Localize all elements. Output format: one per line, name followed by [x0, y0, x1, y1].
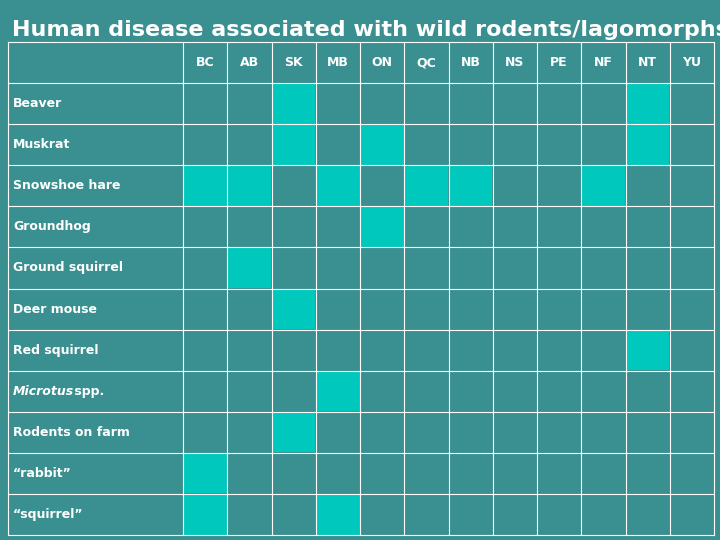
Text: “squirrel”: “squirrel”: [13, 508, 84, 521]
Text: SK: SK: [284, 56, 303, 69]
Text: Deer mouse: Deer mouse: [13, 302, 97, 315]
Text: NS: NS: [505, 56, 525, 69]
Bar: [184, 454, 227, 494]
Bar: [361, 125, 404, 165]
Bar: [272, 289, 315, 329]
Text: Ground squirrel: Ground squirrel: [13, 261, 123, 274]
Text: QC: QC: [416, 56, 436, 69]
Bar: [449, 166, 492, 206]
Bar: [582, 166, 625, 206]
Text: MB: MB: [327, 56, 348, 69]
Text: YU: YU: [683, 56, 701, 69]
Bar: [361, 207, 404, 247]
Text: ON: ON: [372, 56, 392, 69]
Text: “rabbit”: “rabbit”: [13, 467, 72, 480]
Text: Rodents on farm: Rodents on farm: [13, 426, 130, 439]
Bar: [228, 166, 271, 206]
Bar: [228, 248, 271, 288]
Text: NT: NT: [638, 56, 657, 69]
Text: BC: BC: [196, 56, 215, 69]
Bar: [626, 84, 670, 124]
Text: Groundhog: Groundhog: [13, 220, 91, 233]
Bar: [405, 166, 448, 206]
Text: Microtus: Microtus: [13, 384, 74, 397]
Bar: [626, 125, 670, 165]
Text: PE: PE: [550, 56, 568, 69]
Text: NB: NB: [461, 56, 480, 69]
Text: Beaver: Beaver: [13, 97, 62, 110]
Bar: [184, 495, 227, 535]
Bar: [626, 330, 670, 370]
Bar: [272, 125, 315, 165]
Bar: [272, 84, 315, 124]
Bar: [184, 166, 227, 206]
Bar: [316, 371, 359, 411]
Bar: [272, 412, 315, 453]
Text: Snowshoe hare: Snowshoe hare: [13, 179, 120, 192]
Bar: [316, 166, 359, 206]
Text: Human disease associated with wild rodents/lagomorphs: Human disease associated with wild roden…: [12, 20, 720, 40]
Text: AB: AB: [240, 56, 259, 69]
Text: spp.: spp.: [70, 384, 104, 397]
Text: Red squirrel: Red squirrel: [13, 343, 99, 356]
Text: NF: NF: [594, 56, 613, 69]
Text: Muskrat: Muskrat: [13, 138, 71, 151]
Bar: [316, 495, 359, 535]
